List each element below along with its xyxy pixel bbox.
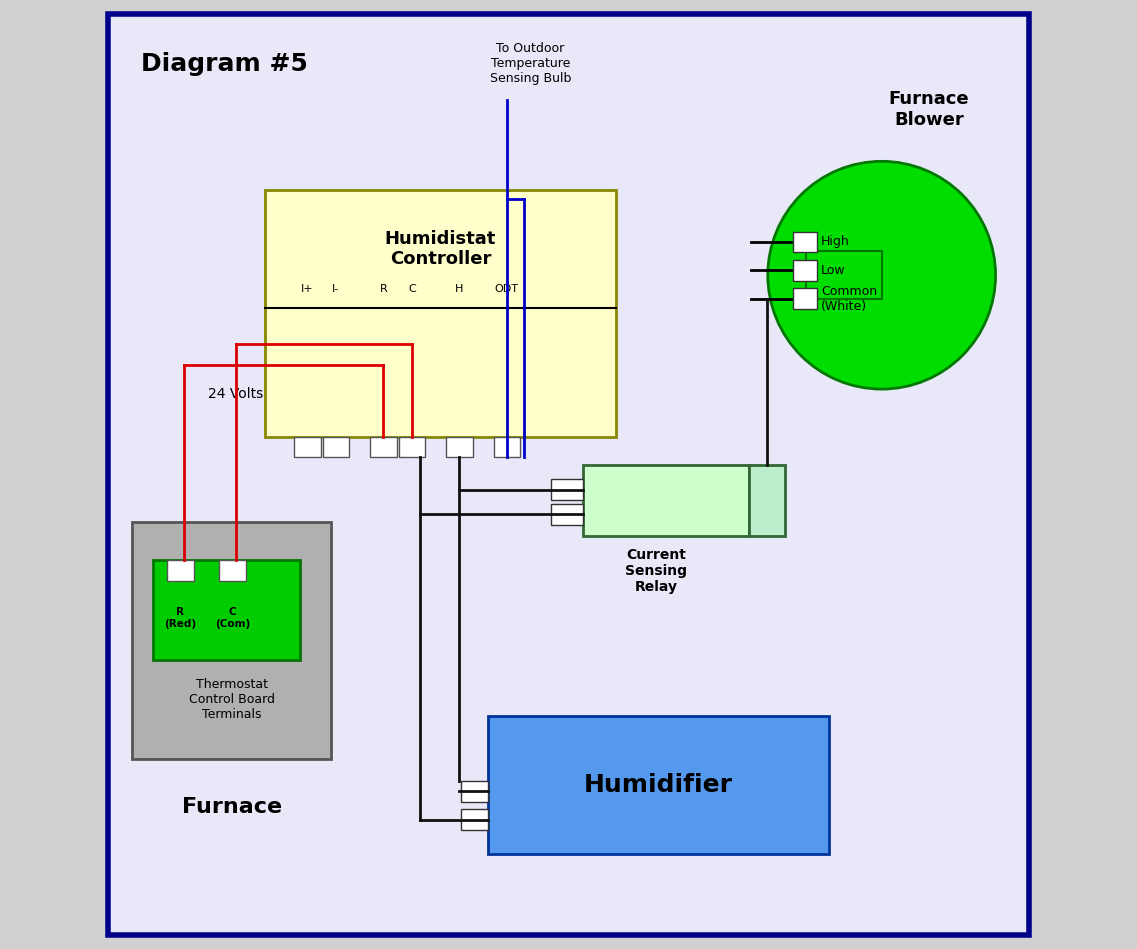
Text: R: R	[380, 284, 388, 294]
Text: H: H	[455, 284, 464, 294]
Text: Humidifier: Humidifier	[584, 773, 733, 797]
Bar	[794, 288, 818, 309]
Text: R
(Red): R (Red)	[164, 607, 197, 628]
Circle shape	[767, 161, 996, 389]
Text: ODT: ODT	[495, 284, 518, 294]
Bar	[462, 781, 488, 802]
Text: 24 Volts: 24 Volts	[208, 387, 263, 400]
Bar	[551, 479, 583, 500]
Bar	[462, 809, 488, 830]
Bar	[806, 251, 881, 299]
Text: High: High	[821, 235, 849, 249]
Text: Low: Low	[821, 264, 846, 277]
Bar	[294, 437, 321, 457]
Bar	[152, 560, 300, 660]
Text: Humidistat
Controller: Humidistat Controller	[384, 230, 496, 269]
Bar	[446, 437, 473, 457]
Bar	[132, 522, 331, 759]
Bar	[371, 437, 397, 457]
Bar	[399, 437, 425, 457]
Text: Thermostat
Control Board
Terminals: Thermostat Control Board Terminals	[189, 679, 275, 721]
Text: I+: I+	[301, 284, 314, 294]
Bar	[323, 437, 349, 457]
Text: Furnace: Furnace	[182, 797, 282, 817]
Bar	[794, 260, 818, 281]
Bar	[167, 560, 193, 581]
Text: To Outdoor
Temperature
Sensing Bulb: To Outdoor Temperature Sensing Bulb	[490, 43, 571, 85]
Bar	[488, 716, 830, 854]
Bar	[749, 465, 785, 536]
Text: C
(Com): C (Com)	[215, 607, 250, 628]
Bar	[219, 560, 246, 581]
Text: C: C	[408, 284, 416, 294]
Text: Diagram #5: Diagram #5	[141, 52, 308, 76]
Text: Current
Sensing
Relay: Current Sensing Relay	[625, 548, 687, 594]
Text: Common
(White): Common (White)	[821, 285, 877, 313]
Text: Furnace
Blower: Furnace Blower	[889, 90, 970, 128]
Bar	[551, 504, 583, 525]
Bar	[493, 437, 520, 457]
Bar	[583, 465, 749, 536]
Bar	[794, 232, 818, 252]
Text: I-: I-	[332, 284, 340, 294]
Bar	[265, 190, 616, 437]
